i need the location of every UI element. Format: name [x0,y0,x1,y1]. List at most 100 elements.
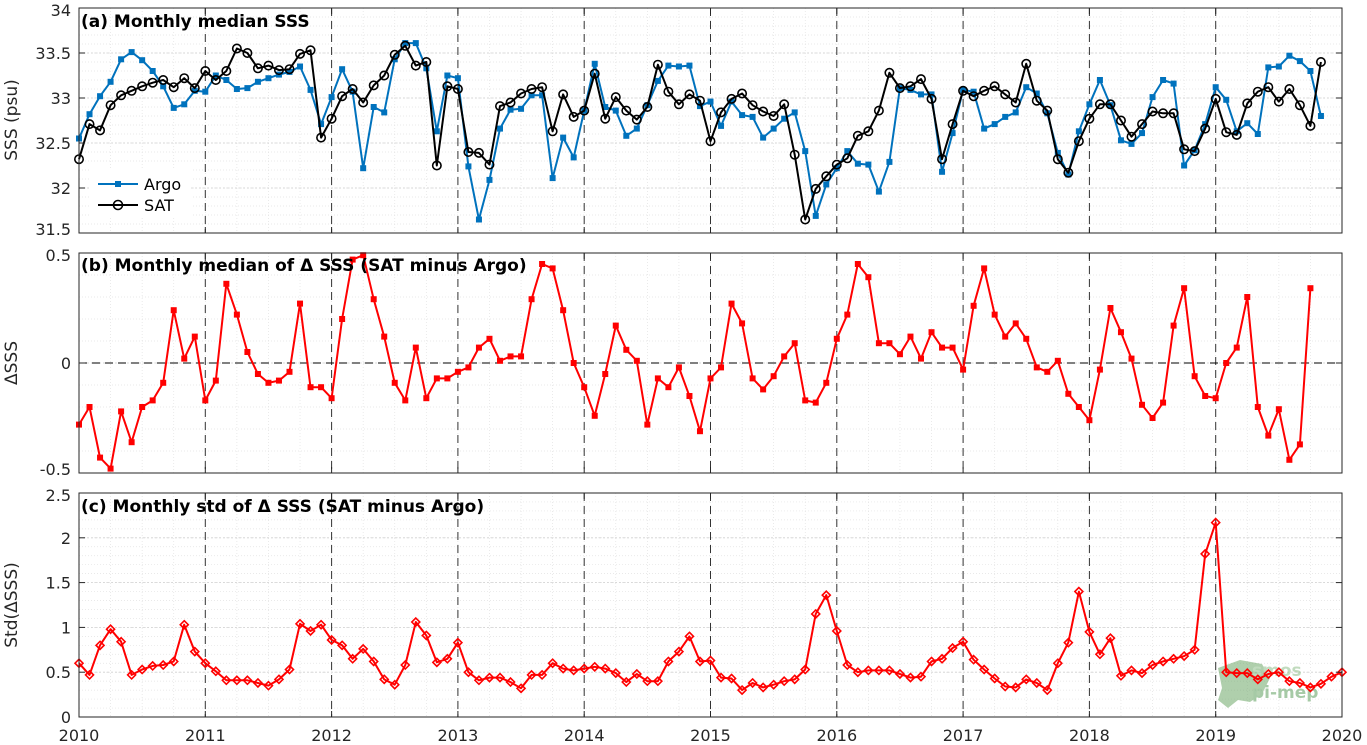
data-point [191,87,198,94]
data-point [84,669,95,681]
data-point [1021,58,1032,69]
x-tick-label: 2011 [185,726,226,745]
data-point [863,665,874,676]
data-point [1233,344,1240,351]
data-point [1023,84,1030,91]
y-tick-label: 33.5 [35,44,71,63]
data-point [633,125,640,132]
data-point [442,653,453,664]
data-point [970,302,977,309]
panel-c-title: (c) Monthly std of Δ SSS (SAT minus Argo… [81,497,484,517]
data-point [1002,113,1009,120]
data-point [1210,93,1221,104]
data-point [800,214,811,225]
data-point [389,679,400,690]
data-point [1023,335,1030,342]
data-point [1252,674,1263,685]
data-point [852,130,863,141]
data-point [915,74,926,85]
data-point [694,95,705,106]
data-point [623,346,630,353]
data-point [263,60,274,71]
data-point [1160,77,1167,83]
data-point [254,371,261,377]
data-point [726,673,737,684]
data-point [1054,149,1061,156]
data-point [463,147,474,158]
data-point [957,636,969,647]
data-point [202,397,209,404]
data-point [779,676,790,687]
data-point [1210,517,1221,528]
data-point [1200,548,1211,560]
data-point [1126,665,1137,676]
data-point [286,368,293,375]
data-point [179,73,190,84]
data-point [1189,146,1200,157]
data-point [158,75,169,86]
data-point [802,397,809,404]
data-point [968,91,979,102]
data-point [591,60,598,67]
data-point [1200,123,1211,134]
data-point [168,82,179,93]
data-point [379,674,390,685]
data-point [233,311,240,318]
data-point [728,98,735,105]
data-point [770,125,777,132]
data-point [1012,109,1019,116]
data-point [381,333,388,340]
data-point [1117,329,1124,336]
data-point [886,340,893,347]
data-point [654,77,661,84]
data-point [842,659,853,671]
data-point [684,89,695,100]
data-point [158,659,169,671]
data-point [128,439,135,446]
data-point [579,663,590,674]
data-point [642,102,653,113]
data-point [1052,154,1063,165]
data-point [507,106,514,113]
data-point [600,663,611,674]
data-point [696,103,703,110]
data-point [686,62,693,69]
x-tick-label: 2012 [311,726,352,745]
data-point [821,171,832,182]
data-point [349,88,356,95]
data-point [181,101,188,108]
data-point [949,344,956,351]
data-point [1168,108,1179,119]
series-line [78,521,1343,692]
data-point [673,646,685,657]
data-point [339,66,346,73]
data-point [917,91,924,98]
data-point [547,126,558,137]
data-point [391,379,398,386]
data-point [539,261,546,267]
series-a-1 [74,40,1326,225]
data-point [1075,404,1082,410]
data-point [244,85,251,92]
data-point [728,300,735,307]
data-point [339,316,346,322]
data-point [368,80,379,91]
data-point [936,653,948,664]
y-tick-label: 0.5 [46,246,71,265]
data-point [981,265,988,272]
data-point [1094,649,1106,660]
data-point [1128,140,1135,147]
data-point [221,675,232,686]
data-point [675,63,682,70]
data-point [1223,96,1230,103]
data-point [1149,415,1156,421]
data-point [726,93,737,104]
data-point [294,618,306,629]
data-point [1317,113,1324,119]
data-point [768,111,779,122]
data-point [400,40,411,51]
legend-sat-label: SAT [144,196,174,215]
data-point [518,353,525,360]
data-point [137,664,148,675]
data-point [1052,658,1063,669]
